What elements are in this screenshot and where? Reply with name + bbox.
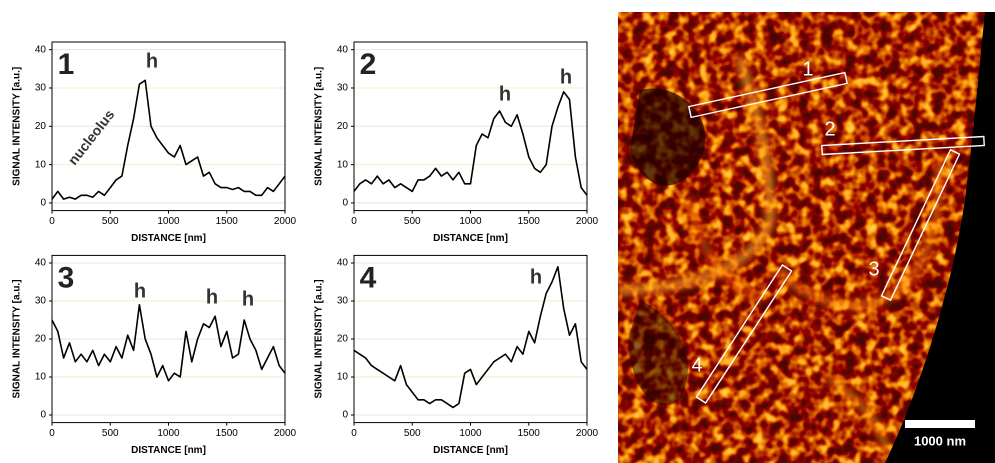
- x-tick-label: 0: [351, 216, 357, 227]
- x-tick-label: 2000: [274, 216, 297, 227]
- y-tick-label: 30: [337, 296, 349, 307]
- y-tick-label: 30: [35, 83, 47, 94]
- x-tick-label: 2000: [274, 428, 297, 439]
- y-tick-label: 40: [35, 258, 47, 269]
- y-tick-label: 0: [342, 410, 348, 421]
- roi-box: [821, 135, 985, 156]
- x-tick-label: 500: [404, 216, 421, 227]
- panel-label: 1: [58, 48, 75, 81]
- x-tick-label: 1000: [157, 216, 180, 227]
- x-axis-label: DISTANCE [nm]: [433, 233, 508, 244]
- plot-frame: [353, 41, 588, 212]
- x-tick-label: 500: [404, 428, 421, 439]
- x-tick-label: 1500: [216, 216, 239, 227]
- y-axis-label: SIGNAL INTENSITY [a.u.]: [314, 67, 325, 186]
- signal-line: [51, 304, 286, 382]
- x-axis-label: DISTANCE [nm]: [131, 445, 206, 456]
- x-tick-label: 2000: [576, 216, 599, 227]
- y-tick-label: 20: [35, 121, 47, 132]
- y-tick-label: 20: [35, 334, 47, 345]
- x-tick-label: 1000: [157, 428, 180, 439]
- y-tick-label: 40: [35, 44, 47, 55]
- panel-label: 2: [360, 48, 377, 81]
- y-tick-label: 0: [342, 198, 348, 209]
- roi-label: 2: [824, 118, 835, 140]
- x-axis-label: DISTANCE [nm]: [131, 233, 206, 244]
- y-tick-label: 20: [337, 121, 349, 132]
- x-tick-label: 0: [49, 428, 55, 439]
- y-tick-label: 0: [40, 410, 46, 421]
- scale-bar-label: 1000 nm: [914, 433, 966, 448]
- y-tick-label: 10: [35, 159, 47, 170]
- signal-line: [353, 91, 588, 196]
- y-axis-label: SIGNAL INTENSITY [a.u.]: [12, 279, 23, 398]
- y-axis-label: SIGNAL INTENSITY [a.u.]: [314, 279, 325, 398]
- x-tick-label: 0: [49, 216, 55, 227]
- x-tick-label: 2000: [576, 428, 599, 439]
- panel-label: 4: [360, 261, 377, 294]
- y-tick-label: 10: [35, 372, 47, 383]
- x-tick-label: 1000: [459, 428, 482, 439]
- y-tick-label: 10: [337, 372, 349, 383]
- signal-line: [353, 266, 588, 409]
- annotation: h: [530, 266, 542, 288]
- plot-frame: [353, 254, 588, 424]
- plot-frame: [51, 254, 286, 424]
- annotation: nucleolus: [65, 106, 118, 168]
- micrograph: [618, 12, 995, 463]
- roi-box: [687, 71, 849, 119]
- x-tick-label: 500: [102, 428, 119, 439]
- y-tick-label: 30: [35, 296, 47, 307]
- roi-label: 1: [802, 58, 813, 80]
- y-tick-label: 40: [337, 258, 349, 269]
- annotation: h: [146, 50, 158, 72]
- annotation: h: [242, 288, 254, 310]
- x-tick-label: 1500: [518, 428, 541, 439]
- x-tick-label: 500: [102, 216, 119, 227]
- roi-box: [880, 148, 961, 302]
- roi-label: 3: [868, 258, 879, 280]
- annotation: h: [206, 286, 218, 308]
- signal-line: [51, 79, 286, 200]
- y-tick-label: 20: [337, 334, 349, 345]
- y-tick-label: 30: [337, 83, 349, 94]
- y-tick-label: 10: [337, 159, 349, 170]
- annotation: h: [560, 66, 572, 88]
- plot-frame: [51, 41, 286, 212]
- scale-bar: [905, 420, 975, 428]
- roi-label: 4: [691, 354, 702, 376]
- y-tick-label: 40: [337, 44, 349, 55]
- x-tick-label: 1500: [518, 216, 541, 227]
- x-tick-label: 1500: [216, 428, 239, 439]
- roi-box: [695, 264, 793, 404]
- x-axis-label: DISTANCE [nm]: [433, 445, 508, 456]
- annotation: h: [134, 280, 146, 302]
- y-axis-label: SIGNAL INTENSITY [a.u.]: [12, 67, 23, 186]
- annotation: h: [499, 83, 511, 105]
- panel-label: 3: [58, 261, 75, 294]
- x-tick-label: 0: [351, 428, 357, 439]
- y-tick-label: 0: [40, 198, 46, 209]
- x-tick-label: 1000: [459, 216, 482, 227]
